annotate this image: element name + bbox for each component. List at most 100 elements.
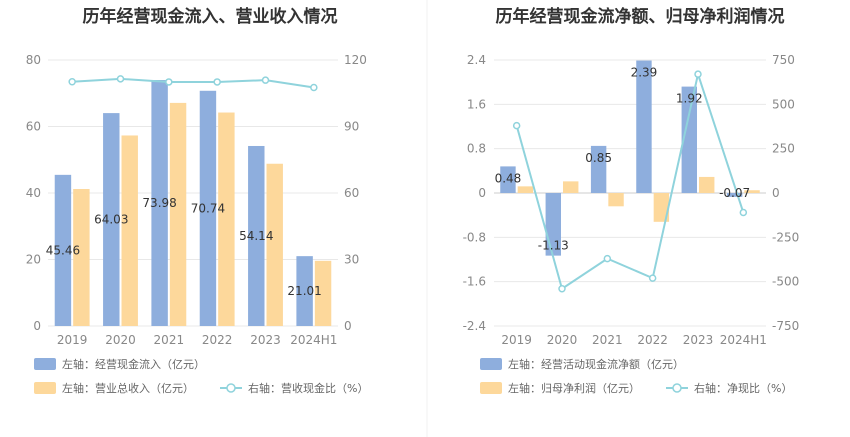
chart-1-line-series [72,77,314,89]
chart-1-bar-secondary [121,135,138,326]
chart-2-data-label: 0.85 [585,151,612,165]
chart-2-bar-primary [681,86,697,193]
chart-1-left-tick-label: 60 [26,120,41,134]
chart-1-left-tick-label: 80 [26,53,41,67]
chart-2-left-tick-label: 1.6 [467,97,486,111]
chart-1-bar-secondary [73,189,90,326]
chart-2-category-label: 2019 [501,333,532,347]
chart-1-bar-secondary [266,163,283,326]
chart-2-line-point [558,285,566,293]
chart-2-line-point [694,70,702,78]
chart-2-data-label: 1.92 [676,92,703,106]
chart-2-right-tick-label: 750 [772,53,795,67]
chart-1-left-tick-label: 0 [33,319,41,333]
chart-2-legend-marker [672,383,682,393]
chart-2-right-tick-label: -500 [772,275,799,289]
chart-2-right-tick-label: 0 [772,186,780,200]
chart-2-legend-swatch[interactable] [480,382,502,394]
chart-1-category-label: 2024H1 [290,333,337,347]
chart-1-bar-primary [151,80,168,326]
chart-2-category-label: 2022 [637,333,668,347]
chart-2-left-tick-label: 2.4 [467,53,486,67]
chart-2-category-label: 2020 [547,333,578,347]
chart-1-line-point [68,77,76,86]
chart-1-right-tick-label: 60 [344,186,359,200]
chart-2-bar-secondary [517,186,534,193]
chart-2-left-tick-label: -2.4 [463,319,486,333]
chart-2-legend-label[interactable]: 右轴：净现比（%） [694,381,792,395]
chart-1-category-label: 2022 [202,333,233,347]
chart-2-right-tick-label: 250 [772,142,795,156]
chart-1-category-label: 2023 [250,333,281,347]
chart-2-left-tick-label: -0.8 [463,230,486,244]
chart-2-bar-secondary [563,181,579,193]
chart-2-bar-secondary [744,190,760,193]
chart-2-bar-primary [636,60,652,193]
chart-1-bar-primary [296,256,313,326]
chart-1-legend-label[interactable]: 左轴：经营现金流入（亿元） [62,357,205,371]
chart-1-bar-secondary [314,260,332,326]
chart-2-line-point [603,254,612,263]
chart-1-right-tick-label: 90 [344,120,359,134]
chart-2-legend-label[interactable]: 左轴：经营活动现金流净额（亿元） [508,357,684,371]
chart-1-left-tick-label: 20 [26,253,41,267]
chart-1-legend-swatch[interactable] [34,358,56,370]
chart-2-left-tick-label: 0 [478,186,486,200]
chart-2-category-label: 2023 [683,333,714,347]
chart-2-right-tick-label: 500 [772,97,795,111]
chart-2-bar-primary [726,193,743,197]
chart-1-line-point [116,75,125,83]
chart-2-bar-secondary [653,193,670,222]
chart-2-bar-primary [590,145,607,193]
chart-1-legend-marker [226,383,236,393]
chart-2-bar-secondary [699,176,715,193]
chart-1-line-point [165,78,173,86]
chart-2-left-tick-label: 0.8 [467,142,486,156]
chart-2-bar-primary [500,166,516,193]
chart-2-line-point [739,208,748,217]
chart-2-title: 历年经营现金流净额、归母净利润情况 [495,7,785,27]
chart-2-category-label: 2024H1 [720,333,767,347]
chart-1-data-label: 64.03 [94,213,128,227]
chart-1-data-label: 54.14 [239,229,273,243]
chart-2-left-tick-label: -1.6 [463,275,486,289]
chart-1-data-label: 73.98 [142,196,176,210]
chart-1-data-label: 21.01 [287,284,321,298]
chart-1-right-tick-label: 0 [344,319,352,333]
chart-2-line-point [648,274,657,282]
chart-2-right-tick-label: -750 [772,319,799,333]
chart-1-category-label: 2021 [154,333,185,347]
chart-1-data-label: 70.74 [191,201,225,215]
chart-2-bar-secondary [608,193,624,207]
chart-2-data-label: -0.07 [719,186,750,200]
chart-2-line-point [512,121,521,130]
chart-1-line-point [310,83,318,92]
chart-2-data-label: 2.39 [631,66,658,80]
chart-2-right-tick-label: -250 [772,230,799,244]
chart-1-legend-swatch[interactable] [34,382,56,394]
chart-1-data-label: 45.46 [46,243,80,257]
chart-1-line-point [261,76,270,84]
chart-1-bar-primary [248,145,265,326]
chart-1-bar-primary [199,90,217,327]
chart-2-legend-swatch[interactable] [480,358,502,370]
chart-2-data-label: 0.48 [495,171,522,185]
chart-2-legend-label[interactable]: 左轴：归母净利润（亿元） [508,381,640,395]
chart-1-right-tick-label: 30 [344,253,359,267]
chart-1-left-tick-label: 40 [26,186,41,200]
chart-1-category-label: 2020 [105,333,136,347]
chart-1-bar-secondary [218,112,235,326]
chart-1-legend-label[interactable]: 左轴：营业总收入（亿元） [62,381,194,395]
chart-1-category-label: 2019 [57,333,88,347]
chart-1-right-tick-label: 120 [344,53,367,67]
chart-1-bar-primary [54,174,72,326]
chart-2-category-label: 2021 [592,333,623,347]
chart-1-bar-primary [103,113,120,326]
chart-2-line-series [515,70,745,291]
chart-1-title: 历年经营现金流入、营业收入情况 [82,7,338,27]
chart-1-legend-label[interactable]: 右轴：营收现金比（%） [248,381,368,395]
chart-1-line-point [213,78,221,86]
chart-2-data-label: -1.13 [538,239,569,253]
